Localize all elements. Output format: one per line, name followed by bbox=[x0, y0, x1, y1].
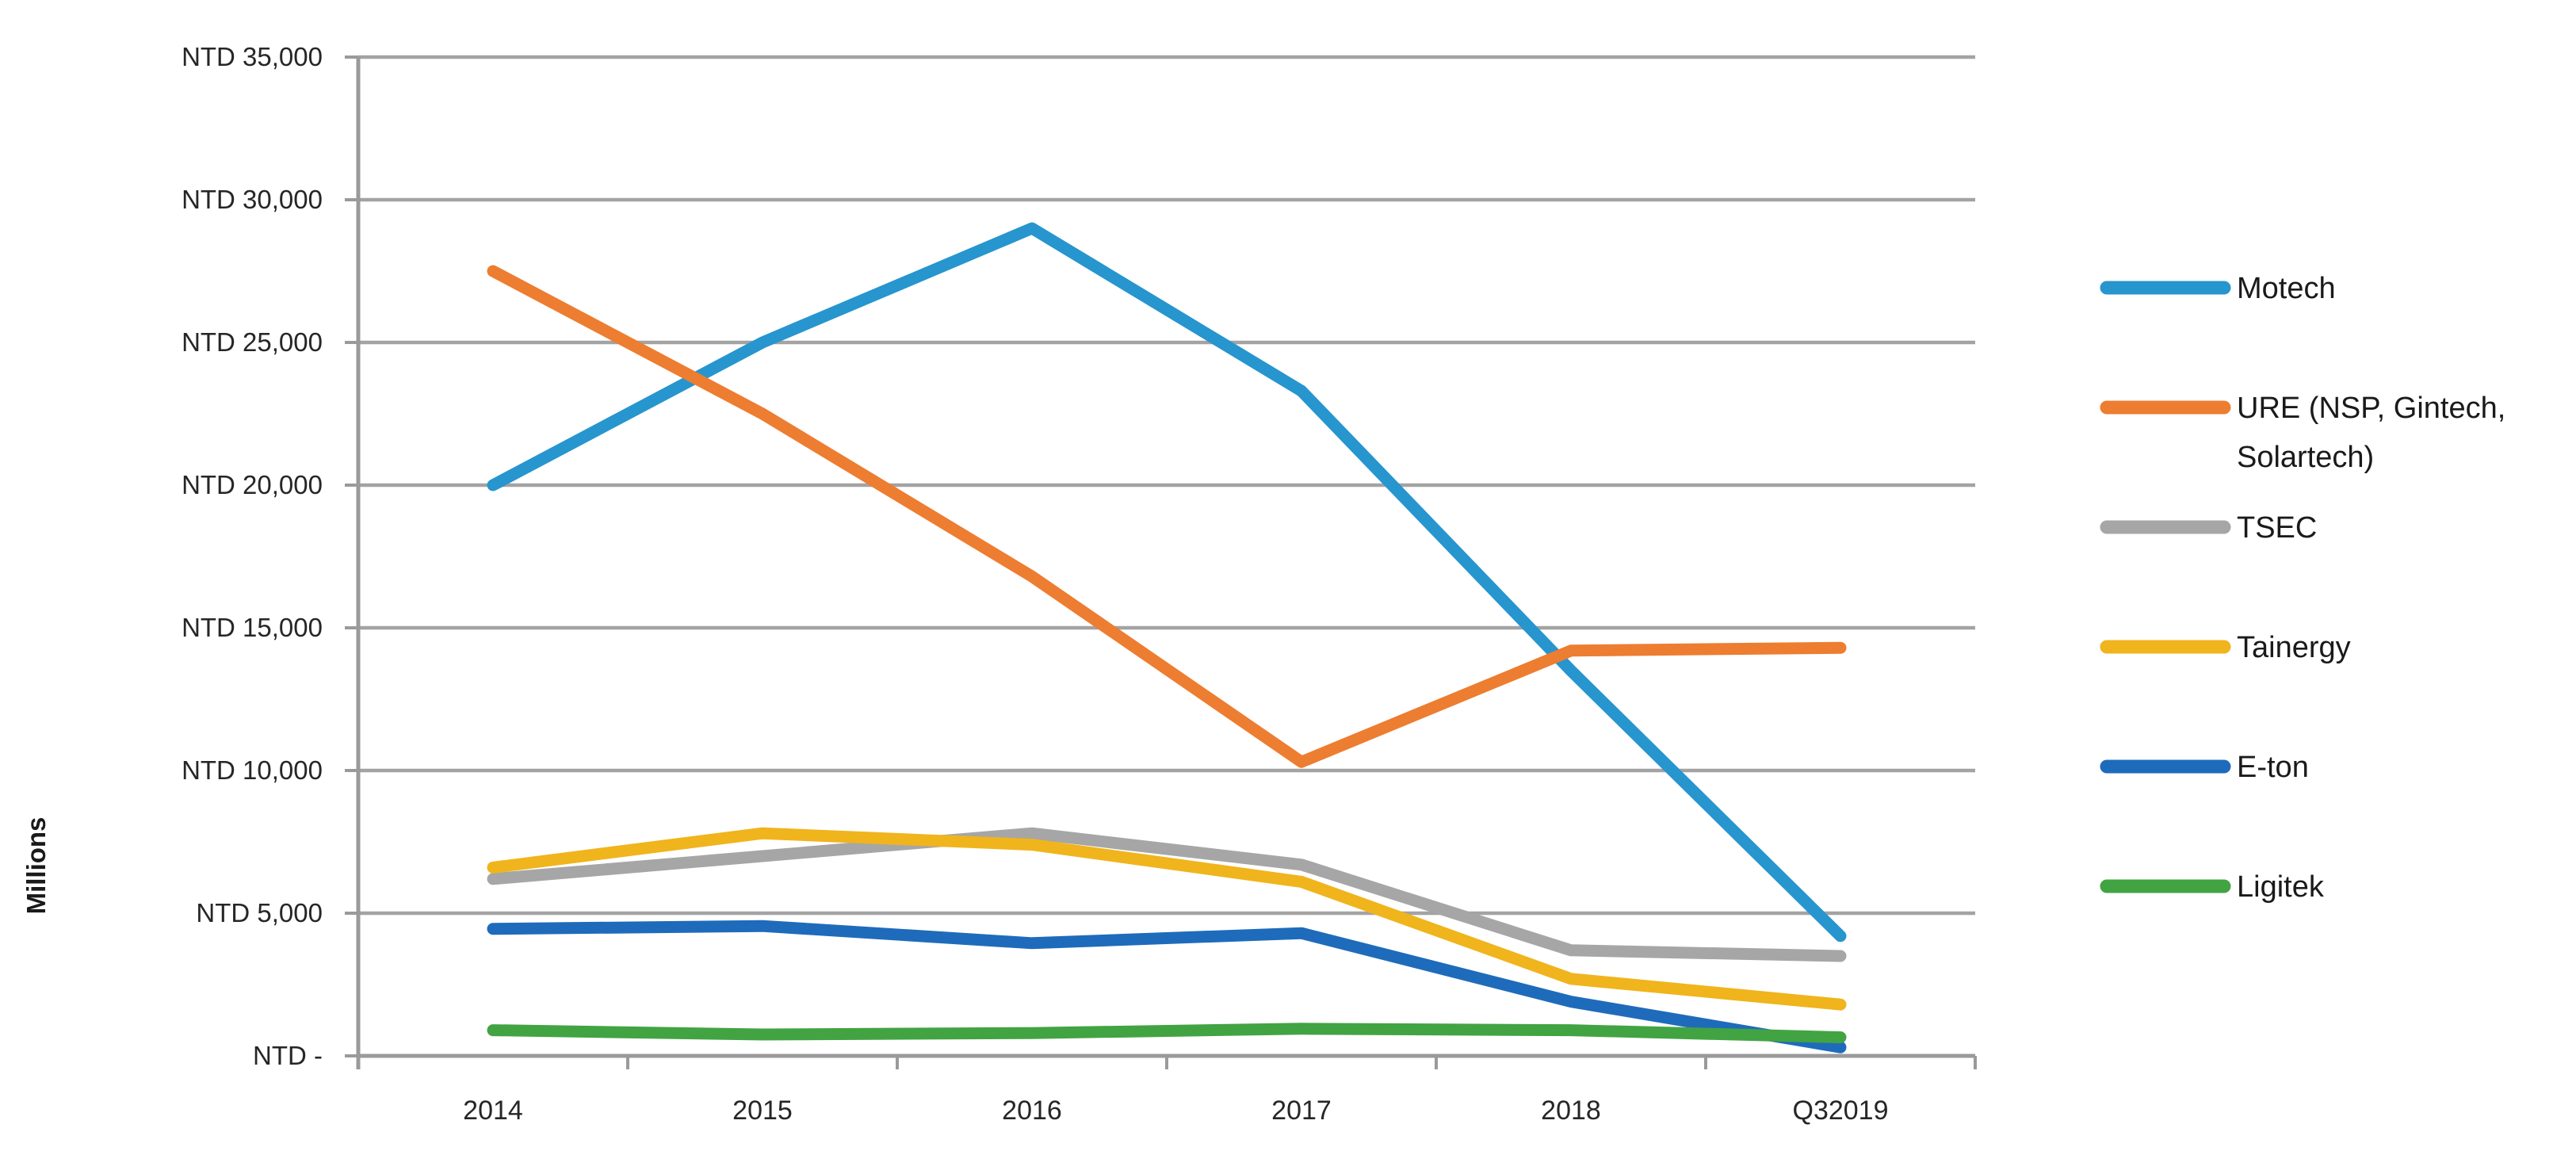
y-axis-tick-label: NTD 15,000 bbox=[182, 613, 323, 642]
series-line-e-ton bbox=[487, 920, 1847, 1053]
y-axis-tick-label: NTD 35,000 bbox=[182, 42, 323, 71]
series-line-motech bbox=[487, 222, 1847, 943]
legend-label-tainergy: Tainergy bbox=[2237, 631, 2351, 664]
series-line-tainergy bbox=[487, 827, 1847, 1011]
y-axis-tick-label: NTD 10,000 bbox=[182, 755, 323, 785]
series-line-ure-nsp-gintech-solartech bbox=[487, 265, 1847, 768]
y-axis-tick-label: NTD 20,000 bbox=[182, 470, 323, 499]
y-axis-title: Millions bbox=[21, 817, 51, 915]
legend-label-motech: Motech bbox=[2237, 272, 2336, 305]
x-axis-label-q32019: Q32019 bbox=[1793, 1096, 1889, 1126]
legend-label-ure-nsp-gintech-solartech: Solartech) bbox=[2237, 441, 2374, 474]
series-line-tsec bbox=[487, 827, 1847, 962]
series-group bbox=[487, 222, 1847, 1053]
legend-label-ure-nsp-gintech-solartech: URE (NSP, Gintech, bbox=[2237, 392, 2505, 425]
x-axis-label-2018: 2018 bbox=[1541, 1096, 1601, 1126]
axis-labels-group: NTD - NTD 5,000 NTD 10,000 NTD 15,000 NTD 20… bbox=[182, 42, 1888, 1126]
y-axis-tick-label: NTD 5,000 bbox=[196, 898, 323, 927]
legend-label-ligitek: Ligitek bbox=[2237, 870, 2325, 904]
y-axis-tick-label: NTD - bbox=[253, 1041, 323, 1070]
x-axis-label-2014: 2014 bbox=[463, 1096, 523, 1126]
x-axis-label-2017: 2017 bbox=[1271, 1096, 1332, 1126]
x-axis-label-2016: 2016 bbox=[1002, 1096, 1062, 1126]
y-axis-tick-label: NTD 25,000 bbox=[182, 327, 323, 357]
legend-label-tsec: TSEC bbox=[2237, 511, 2317, 545]
axes-group bbox=[345, 55, 1977, 1069]
legend-group: Motech URE (NSP, Gintech, Solartech) TSEC Ta… bbox=[2100, 272, 2505, 904]
y-axis-tick-label: NTD 30,000 bbox=[182, 185, 323, 214]
x-axis-label-2015: 2015 bbox=[732, 1096, 793, 1126]
legend-label-e-ton: E-ton bbox=[2237, 751, 2309, 784]
series-line-ligitek bbox=[487, 1023, 1847, 1044]
gridlines-group bbox=[358, 55, 1975, 1058]
